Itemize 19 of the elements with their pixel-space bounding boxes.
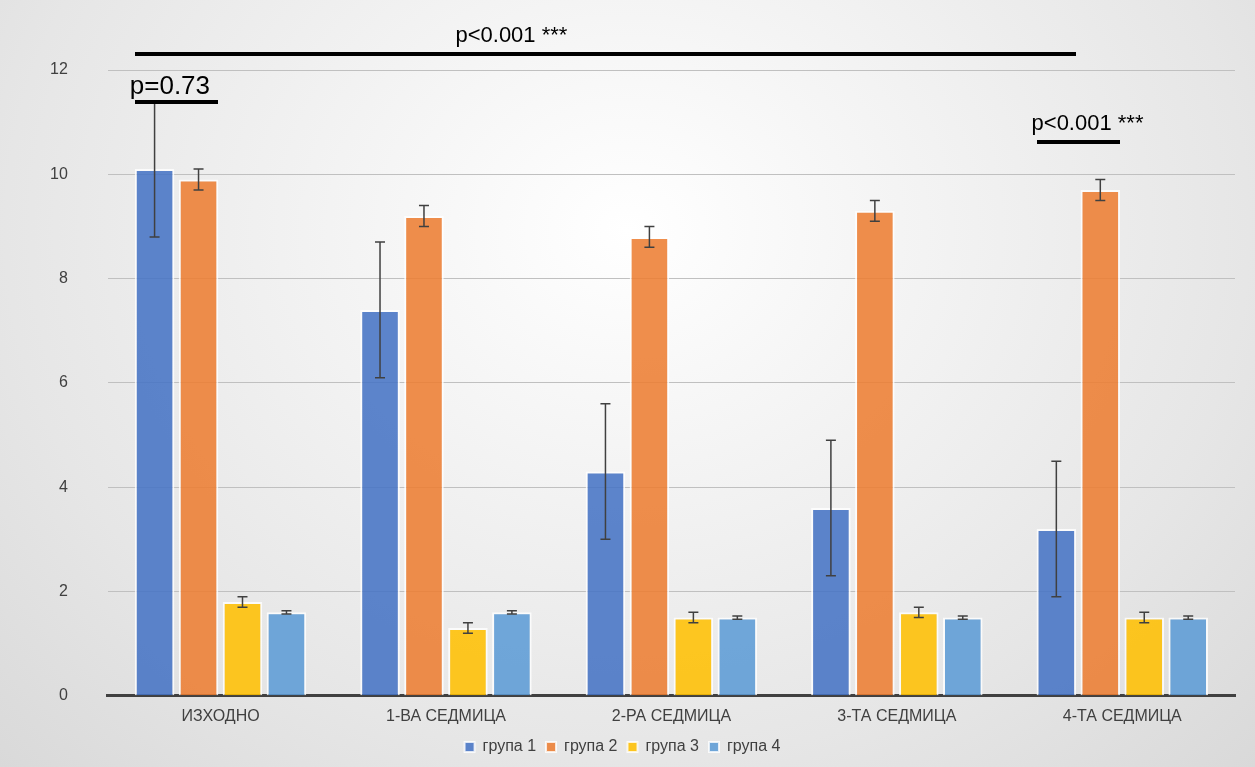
- y-tick-label: 0: [58, 686, 68, 704]
- y-tick-label: 8: [58, 269, 68, 287]
- x-tick-label: 1-ВА СЕДМИЦА: [386, 706, 507, 724]
- legend-label: група 2: [564, 737, 618, 755]
- annotation: p<0.001 ***: [1031, 110, 1144, 136]
- legend-label: група 3: [645, 737, 700, 755]
- text: p<0.001 ***: [455, 22, 568, 48]
- legend-label: група 1: [482, 737, 537, 755]
- x-tick-label: 3-ТА СЕДМИЦА: [837, 706, 957, 724]
- y-tick-label: 4: [58, 477, 68, 495]
- y-tick-label: 2: [58, 581, 68, 599]
- x-tick-label: 2-РА СЕДМИЦА: [611, 706, 732, 724]
- x-tick-label: ИЗХОДНО: [181, 706, 260, 724]
- annotation: p=0.73: [129, 70, 211, 101]
- y-tick-label: 12: [50, 60, 68, 78]
- y-tick-label: 10: [50, 164, 68, 182]
- x-tick-label: 4-ТА СЕДМИЦА: [1062, 706, 1183, 724]
- y-tick-label: 6: [58, 373, 68, 391]
- legend-label: група 4: [726, 737, 781, 755]
